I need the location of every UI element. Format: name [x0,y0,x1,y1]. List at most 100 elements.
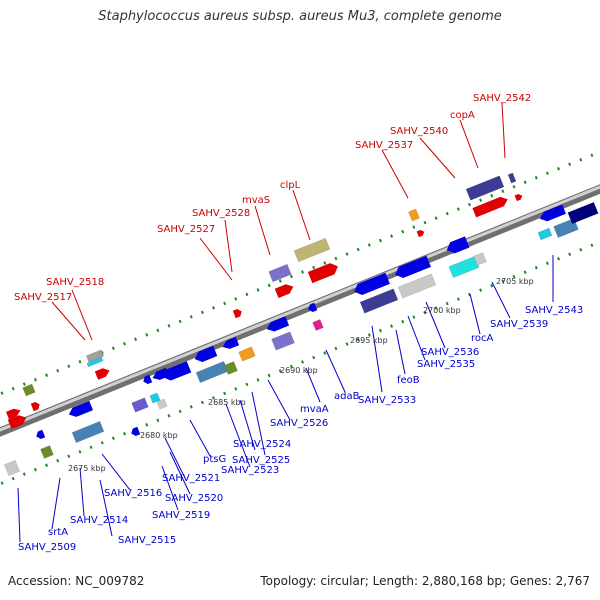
gene-feature [539,204,566,222]
gene-feature [238,346,256,362]
gene-feature [86,356,104,368]
gene-feature [94,368,110,380]
label-leader [325,349,346,393]
reverse-gene-label: SAHV_2516 [104,488,162,499]
label-leader [459,119,479,169]
gene-feature [395,255,431,279]
forward-gene-label: mvaS [242,195,270,206]
gene-feature [312,319,324,331]
gene-feature [71,420,105,444]
gene-feature [232,308,242,319]
reverse-gene-label: srtA [48,527,68,538]
gene-feature [224,361,238,375]
label-leader [79,467,85,517]
kbp-labels: 2675 kbp 2680 kbp 2685 kbp 2690 kbp 2695 kbp… [68,277,534,473]
forward-gene-label: SAHV_2527 [157,224,215,235]
topology-text: Topology: circular; Length: 2,880,168 bp… [260,574,590,588]
label-leader [224,219,233,273]
gene-feature [156,398,168,410]
gene-feature [354,272,390,296]
gene-features [3,172,599,477]
gene-feature [36,429,46,440]
gene-feature [40,445,54,459]
forward-gene-label: SAHV_2537 [355,140,413,151]
label-leader [169,451,191,495]
gene-feature [416,229,425,238]
gene-feature [195,360,229,384]
label-leader [161,465,179,511]
label-leader [491,281,511,319]
gene-feature [567,201,599,225]
gene-feature [6,408,21,420]
reverse-gene-label: SAHV_2543 [525,305,583,316]
reverse-gene-label: SAHV_2519 [152,510,210,521]
reverse-gene-label: SAHV_2535 [417,359,475,370]
label-leader [501,102,506,159]
label-leader [381,149,409,199]
label-leader [189,419,211,457]
reverse-gene-label: SAHV_2515 [118,535,176,546]
kbp-label: 2675 kbp [68,464,106,473]
reverse-gene-label: SAHV_2533 [358,395,416,406]
label-leader [292,189,311,241]
reverse-gene-label: ptsG [203,454,226,465]
reverse-gene-label: SAHV_2536 [421,347,479,358]
forward-gene-label: SAHV_2542 [473,93,531,104]
gene-feature [131,426,141,437]
gene-feature [149,392,161,404]
gene-feature [268,263,292,283]
gene-feature [397,273,437,299]
label-leader [305,367,321,403]
gene-feature [7,415,27,430]
gene-feature [359,288,399,314]
kbp-label: 2680 kbp [140,431,178,440]
label-leader [419,137,456,179]
label-leader [254,205,271,256]
gene-feature [85,349,105,363]
label-leader [267,379,291,421]
label-leader [239,399,256,451]
accession-text: Accession: NC_009782 [8,574,145,588]
forward-gene-label: SAHV_2518 [46,277,104,288]
label-leader [17,487,21,543]
label-leader [99,479,113,537]
label-leaders [17,102,554,543]
reverse-gene-label: SAHV_2520 [165,493,223,504]
gene-feature [131,397,149,413]
reverse-gene-label: adaB [334,391,360,402]
gene-feature [274,284,294,299]
gene-feature [22,383,36,397]
label-leader [101,453,131,491]
gene-feature [514,193,523,202]
kbp-label: 2685 kbp [208,398,246,407]
kbp-label: 2705 kbp [496,277,534,286]
label-leader [71,289,93,341]
forward-gene-label: SAHV_2540 [390,126,448,137]
label-leader [225,403,251,468]
gene-feature [307,263,338,284]
reverse-gene-label: mvaA [300,404,329,415]
reverse-gene-label: SAHV_2525 [232,455,290,466]
reverse-gene-label: SAHV_2521 [162,473,220,484]
reverse-gene-label: SAHV_2514 [70,515,128,526]
gene-feature [507,172,517,184]
gene-feature [537,227,553,241]
label-leader [425,301,446,349]
forward-gene-label: SAHV_2528 [192,208,250,219]
reverse-gene-label: SAHV_2524 [233,439,291,450]
label-leader [251,391,266,456]
label-leader [395,329,406,375]
label-leader [371,325,383,393]
kbp-label: 2695 kbp [350,336,388,345]
genome-title: Staphylococcus aureus subsp. aureus Mu3,… [98,9,502,24]
forward-gene-label: copA [450,110,475,121]
gene-feature [446,236,470,254]
gene-feature [308,302,318,313]
genome-backbone [0,184,600,437]
forward-gene-label: clpL [280,180,301,191]
reverse-gene-label: SAHV_2523 [221,465,279,476]
label-leader [407,315,426,361]
gene-feature [473,252,487,266]
gene-feature [222,336,240,349]
forward-gene-label: SAHV_2517 [14,292,72,303]
